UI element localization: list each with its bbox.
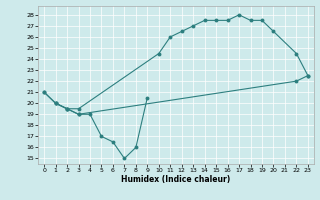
- X-axis label: Humidex (Indice chaleur): Humidex (Indice chaleur): [121, 175, 231, 184]
